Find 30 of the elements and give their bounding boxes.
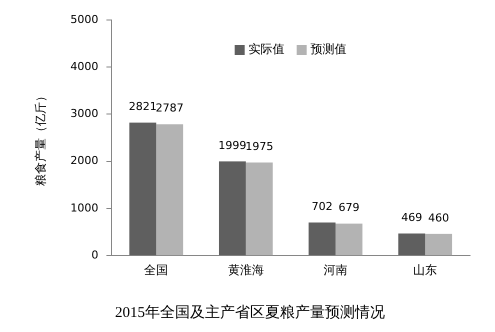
data-label: 679 [338,200,360,214]
legend-label: 实际值 [248,42,285,56]
y-axis-title: 粮食产量（亿斤） [33,90,48,186]
bar [425,234,452,256]
x-tick-label: 河南 [324,262,348,277]
x-tick-label: 黄淮海 [228,262,264,277]
bar [129,122,156,256]
y-tick-label: 0 [91,248,98,262]
bar [156,124,184,256]
y-tick-label: 5000 [70,12,98,26]
x-tick-label: 山东 [413,262,438,277]
bar [398,234,426,256]
y-tick-label: 2000 [70,154,98,168]
legend-label: 预测值 [310,42,347,56]
bar [218,161,246,256]
data-label: 1999 [218,138,246,152]
data-label: 2787 [156,102,184,115]
y-tick-label: 3000 [70,107,98,120]
bar [336,224,362,256]
data-label: 469 [401,210,422,224]
bar [246,162,273,256]
data-label: 460 [428,211,450,224]
data-label: 1975 [245,140,274,153]
text: 2015年全国及主产省区夏粮产量预测情况 [115,304,385,321]
y-tick-label: 4000 [70,60,98,73]
y-tick-label: 1000 [70,201,98,214]
x-tick-label: 全国 [144,262,168,277]
data-label: 2821 [128,100,157,114]
bar [308,222,336,256]
data-label: 702 [312,200,333,213]
